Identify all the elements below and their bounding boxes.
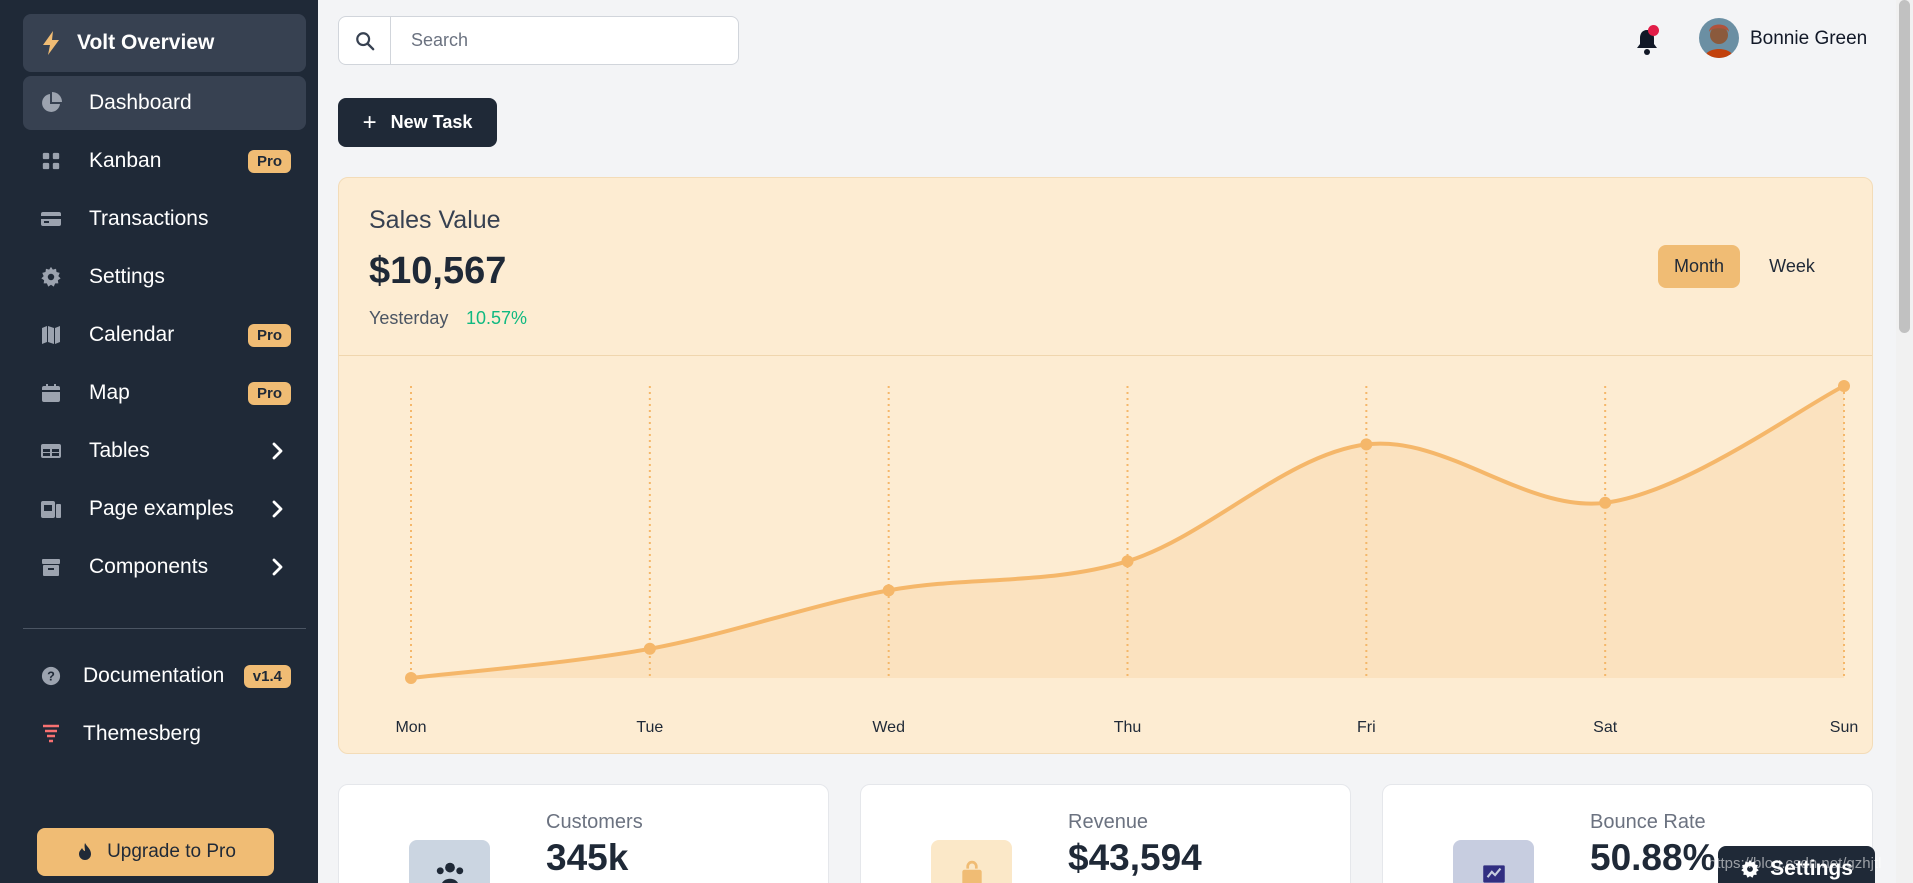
card-divider — [339, 355, 1872, 356]
credit-card-icon — [40, 208, 62, 230]
month-toggle-button[interactable]: Month — [1658, 245, 1740, 288]
gear-icon — [40, 266, 62, 288]
stat-value: 50.88% — [1590, 837, 1716, 878]
grid-icon — [40, 150, 62, 172]
data-point-sat[interactable] — [1599, 496, 1612, 509]
stat-label: Bounce Rate — [1590, 811, 1706, 833]
version-badge: v1.4 — [243, 664, 291, 688]
brand-title: Volt Overview — [77, 31, 215, 54]
archive-icon — [40, 556, 62, 578]
upgrade-to-pro-button[interactable]: Upgrade to Pro — [37, 828, 274, 876]
sidebar-item-label: Kanban — [89, 149, 162, 172]
sales-value-card: Sales Value $10,567 Yesterday 10.57% Mon… — [338, 177, 1873, 754]
data-point-wed[interactable] — [882, 584, 895, 597]
sidebar-item-dashboard[interactable]: Dashboard — [23, 76, 306, 130]
sidebar-item-documentation[interactable]: ? Documentation v1.4 — [23, 649, 306, 703]
search-bar — [338, 16, 739, 65]
sidebar-item-label: Calendar — [89, 323, 175, 346]
sales-chart: Mon Tue Wed Thu Fri Sat Sun — [395, 380, 1858, 736]
x-tick-label: Fri — [1357, 719, 1376, 736]
pages-icon — [40, 498, 62, 520]
sidebar-item-page-examples[interactable]: Page examples — [23, 482, 306, 536]
page-scrollbar[interactable] — [1896, 0, 1913, 883]
new-task-label: New Task — [390, 112, 473, 132]
x-tick-label: Sat — [1593, 719, 1618, 736]
presentation-chart-icon — [1453, 840, 1534, 883]
sidebar-item-label: Documentation — [83, 664, 225, 687]
lightning-icon — [41, 31, 61, 55]
yesterday-label: Yesterday — [369, 308, 449, 328]
customers-card: Customers 345k — [338, 784, 829, 883]
revenue-card: Revenue $43,594 — [860, 784, 1351, 883]
data-point-sun[interactable] — [1838, 380, 1850, 392]
pro-badge: Pro — [247, 381, 291, 405]
pro-badge: Pro — [247, 149, 291, 173]
x-tick-label: Thu — [1114, 719, 1142, 736]
search-icon[interactable] — [339, 17, 391, 64]
upgrade-label: Upgrade to Pro — [107, 841, 236, 862]
settings-label: Settings — [1770, 856, 1853, 880]
x-tick-label: Wed — [872, 719, 905, 736]
x-tick-label: Mon — [395, 719, 426, 736]
stat-label: Revenue — [1068, 811, 1149, 833]
sales-value: $10,567 — [369, 250, 507, 292]
pro-badge: Pro — [247, 323, 291, 347]
sidebar-item-label: Settings — [89, 265, 165, 288]
data-point-mon[interactable] — [405, 672, 417, 684]
new-task-button[interactable]: + New Task — [338, 98, 497, 147]
sales-area — [411, 386, 1844, 678]
sidebar-item-label: Components — [89, 555, 209, 578]
calendar-icon — [40, 324, 62, 346]
sidebar-divider — [23, 628, 306, 629]
sidebar-item-label: Themesberg — [83, 722, 201, 745]
sidebar-item-themesberg[interactable]: Themesberg — [23, 707, 306, 761]
sidebar-item-components[interactable]: Components — [23, 540, 306, 594]
floating-settings-button[interactable]: Settings — [1718, 846, 1875, 883]
brand-link[interactable]: Volt Overview — [23, 14, 306, 72]
sidebar-item-label: Dashboard — [89, 91, 192, 114]
stat-value: 345k — [546, 837, 629, 878]
week-toggle-button[interactable]: Week — [1769, 256, 1815, 276]
sidebar-item-label: Transactions — [89, 207, 209, 230]
themesberg-logo-icon — [40, 723, 62, 745]
data-point-tue[interactable] — [643, 642, 656, 655]
stat-label: Customers — [546, 811, 643, 833]
users-icon — [409, 840, 490, 883]
sales-title: Sales Value — [369, 206, 501, 234]
svg-text:?: ? — [47, 669, 55, 684]
sidebar-item-label: Tables — [89, 439, 150, 462]
sidebar-item-settings[interactable]: Settings — [23, 250, 306, 304]
scrollbar-thumb[interactable] — [1899, 0, 1910, 333]
avatar[interactable] — [1699, 18, 1739, 58]
fire-icon — [79, 843, 92, 860]
sidebar-item-kanban[interactable]: Kanban Pro — [23, 134, 306, 188]
sidebar-item-map[interactable]: Map Pro — [23, 366, 306, 420]
sidebar-item-label: Map — [89, 381, 130, 404]
plus-icon: + — [362, 108, 377, 136]
search-input[interactable] — [391, 17, 738, 64]
sidebar-item-tables[interactable]: Tables — [23, 424, 306, 478]
x-tick-label: Sun — [1830, 719, 1858, 736]
map-icon — [40, 382, 62, 404]
table-icon — [40, 440, 62, 462]
sidebar-item-transactions[interactable]: Transactions — [23, 192, 306, 246]
data-point-fri[interactable] — [1360, 438, 1373, 451]
question-circle-icon: ? — [40, 665, 62, 687]
chevron-right-icon — [272, 558, 283, 576]
stat-value: $43,594 — [1068, 837, 1202, 878]
chevron-right-icon — [272, 442, 283, 460]
data-point-thu[interactable] — [1121, 555, 1134, 568]
user-name[interactable]: Bonnie Green — [1750, 28, 1868, 49]
sidebar-item-calendar[interactable]: Calendar Pro — [23, 308, 306, 362]
gear-icon — [1741, 859, 1759, 878]
cash-icon — [931, 840, 1012, 883]
sidebar: Volt Overview Dashboard Kanban Pro Trans… — [0, 0, 318, 883]
notification-dot — [1648, 25, 1659, 36]
change-percent: 10.57% — [466, 308, 528, 328]
x-tick-label: Tue — [636, 719, 663, 736]
sidebar-item-label: Page examples — [89, 497, 234, 520]
chart-pie-icon — [40, 92, 62, 114]
chevron-right-icon — [272, 500, 283, 518]
notifications-button[interactable] — [1633, 25, 1661, 56]
